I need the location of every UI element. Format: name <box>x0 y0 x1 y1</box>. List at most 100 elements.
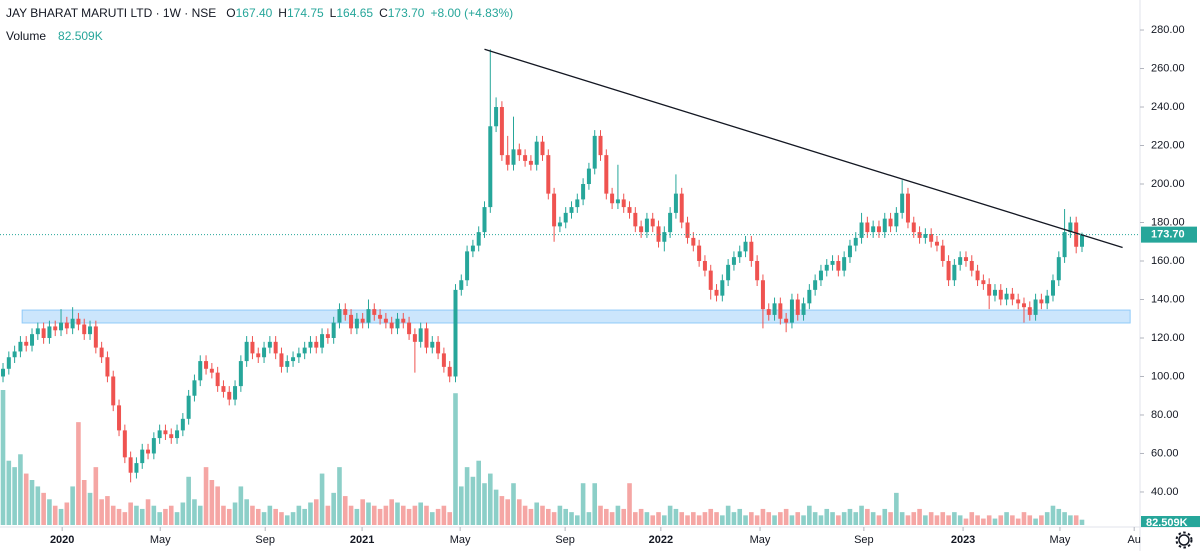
volume-bar <box>383 505 389 525</box>
volume-bar <box>244 499 249 525</box>
candle-body <box>720 280 725 296</box>
candle-body <box>273 341 278 354</box>
volume-bar <box>1062 512 1067 525</box>
candle-body <box>192 380 197 396</box>
candle-body <box>627 207 632 213</box>
candle-body <box>151 438 156 454</box>
candle-body <box>198 361 203 381</box>
volume-bar <box>157 512 162 525</box>
candle-body <box>488 126 493 208</box>
ohlc-label: L <box>330 6 337 20</box>
volume-bar <box>749 512 754 525</box>
candle-body <box>1004 293 1009 300</box>
volume-bar <box>348 505 354 525</box>
candle-body <box>76 318 81 325</box>
candle-body <box>279 353 284 367</box>
candle-body <box>981 280 986 285</box>
candle-body <box>59 322 64 331</box>
candle-body <box>917 232 922 238</box>
volume-bar <box>772 515 777 525</box>
volume-bar <box>656 512 661 525</box>
y-tick-label: 160.00 <box>1151 255 1185 267</box>
candle-body <box>105 357 110 377</box>
volume-bar <box>261 512 267 525</box>
volume-bar <box>284 515 290 525</box>
volume-bar <box>894 492 899 525</box>
candle-body <box>679 193 684 223</box>
volume-bar <box>319 473 325 525</box>
candle-body <box>30 334 35 346</box>
settings-icon[interactable] <box>1175 531 1193 549</box>
candle-body <box>146 449 151 454</box>
candle-body <box>70 318 75 329</box>
ohlc-value: 174.75 <box>287 6 324 20</box>
candle-body <box>697 245 702 261</box>
candle-body <box>969 260 974 271</box>
candle-body <box>1010 293 1015 300</box>
volume-bar <box>395 502 400 525</box>
candle-body <box>557 222 562 227</box>
volume-bar <box>766 512 772 525</box>
volume-bar <box>830 512 835 525</box>
candle-body <box>401 318 406 323</box>
settings-gear[interactable] <box>1178 534 1190 546</box>
candle-body <box>169 434 174 439</box>
volume-bar <box>1015 518 1021 525</box>
volume-bar <box>267 505 273 525</box>
volume-bar <box>667 505 673 525</box>
volume-bar <box>441 505 447 525</box>
candle-body <box>534 141 539 165</box>
volume-bar <box>134 505 139 525</box>
volume-bar <box>52 505 58 525</box>
volume-bar <box>923 515 928 525</box>
x-tick-label: May <box>750 534 771 546</box>
volume-bar <box>511 483 516 525</box>
candle-body <box>824 264 829 271</box>
volume-bar <box>464 467 470 525</box>
candle-body <box>82 324 87 335</box>
volume-bar <box>812 512 818 525</box>
candle-body <box>6 357 11 369</box>
volume-bar <box>499 496 505 525</box>
volume-bar <box>1027 515 1033 525</box>
volume-bar <box>93 467 99 525</box>
volume-bar <box>975 515 980 525</box>
candle-body <box>546 155 551 194</box>
candle-body <box>772 303 777 315</box>
volume-bar <box>824 508 830 525</box>
volume-bar <box>952 512 957 525</box>
volume-bar <box>592 483 598 525</box>
volume-bar <box>911 512 917 525</box>
volume-bar <box>720 515 725 525</box>
candle-body <box>789 299 794 323</box>
volume-bar <box>957 515 963 525</box>
candle-body <box>975 270 980 281</box>
candle-body <box>93 326 98 348</box>
volume-bar <box>64 502 70 525</box>
candle-body <box>726 264 731 281</box>
candle-body <box>88 326 93 335</box>
y-tick-label: 40.00 <box>1151 486 1179 498</box>
settings-teeth[interactable] <box>1175 531 1193 549</box>
volume-bar <box>1056 508 1062 525</box>
volume-bar <box>783 508 789 525</box>
volume-bar <box>342 496 348 525</box>
candle-body <box>186 395 191 419</box>
volume-bar <box>232 502 238 525</box>
volume-bar <box>563 508 569 525</box>
volume-bar <box>87 492 93 525</box>
volume-bar <box>429 512 435 525</box>
candle-body <box>262 347 267 358</box>
candle-body <box>888 218 893 227</box>
candle-body <box>575 199 580 208</box>
volume-bar <box>1073 515 1079 525</box>
volume-bar <box>250 505 255 525</box>
volume-bar <box>29 480 35 525</box>
candle-body <box>1074 222 1079 247</box>
candle-body <box>291 357 296 362</box>
volume-bar <box>447 512 452 525</box>
candle-body <box>349 314 354 329</box>
volume-bar <box>743 515 748 525</box>
x-tick-label: 2021 <box>350 534 374 546</box>
candle-body <box>372 309 377 315</box>
